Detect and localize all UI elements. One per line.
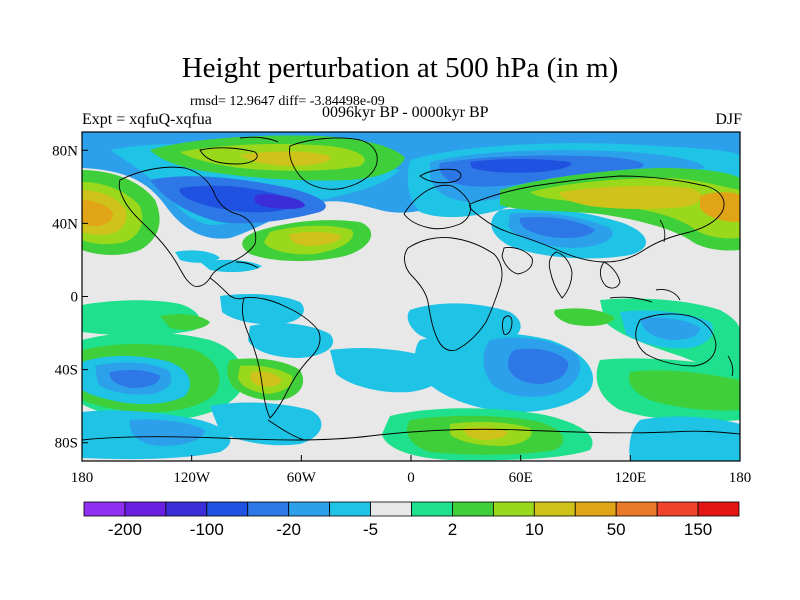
lat-tick-label: 40S xyxy=(55,363,78,379)
lat-tick-label: 80S xyxy=(55,436,78,452)
colorbar-swatch xyxy=(288,501,331,517)
period-label: 0096kyr BP - 0000kyr BP xyxy=(322,104,489,121)
colorbar-swatch xyxy=(656,501,699,517)
colorbar-label: -100 xyxy=(190,520,224,539)
colorbar-swatch xyxy=(329,501,371,517)
colorbar-swatch xyxy=(411,501,453,517)
lat-tick-label: 40N xyxy=(52,216,78,232)
colorbar-swatch xyxy=(533,501,576,517)
season-label: DJF xyxy=(715,111,742,128)
longitude-axis: 180 120W 60W 0 60E 120E 180 xyxy=(71,455,752,486)
stats-label: rmsd= 12.9647 diff= -3.84498e-09 xyxy=(190,94,385,109)
colorbar-swatch xyxy=(492,501,535,517)
colorbar-swatch xyxy=(83,501,126,517)
experiment-label: Expt = xqfuQ-xqfua xyxy=(82,111,212,128)
colorbar-swatch xyxy=(124,501,167,517)
colorbar-swatch xyxy=(247,501,290,517)
colorbar-label: -5 xyxy=(363,520,378,539)
lon-tick-label: 120E xyxy=(614,470,646,486)
colorbar-swatch xyxy=(370,501,412,517)
lon-tick-label: 0 xyxy=(407,470,415,486)
lat-tick-label: 80N xyxy=(52,143,78,159)
colorbar-swatch xyxy=(165,501,208,517)
colorbar-swatch xyxy=(574,501,617,517)
colorbar-swatch xyxy=(615,501,658,517)
colorbar-swatch xyxy=(697,501,740,517)
plot-title: Height perturbation at 500 hPa (in m) xyxy=(181,52,619,84)
lon-tick-label: 180 xyxy=(71,470,94,486)
lat-tick-label: 0 xyxy=(71,290,79,306)
contour-field xyxy=(82,132,740,461)
latitude-axis: 80N 40N 0 40S 80S xyxy=(52,143,88,452)
colorbar-label: 150 xyxy=(684,520,712,539)
coastlines xyxy=(82,136,740,441)
lon-tick-label: 60E xyxy=(509,470,533,486)
colorbar-swatch xyxy=(452,501,494,517)
colorbar-label: 10 xyxy=(525,520,544,539)
lon-tick-label: 60W xyxy=(287,470,317,486)
colorbar: -200 -100 -20 -5 2 10 50 150 xyxy=(83,501,740,539)
colorbar-label: 50 xyxy=(607,520,626,539)
colorbar-label: -20 xyxy=(276,520,301,539)
lon-tick-label: 180 xyxy=(729,470,752,486)
lon-tick-label: 120W xyxy=(173,470,211,486)
colorbar-label: -200 xyxy=(108,520,142,539)
colorbar-label: 2 xyxy=(448,520,457,539)
colorbar-swatch xyxy=(206,501,249,517)
